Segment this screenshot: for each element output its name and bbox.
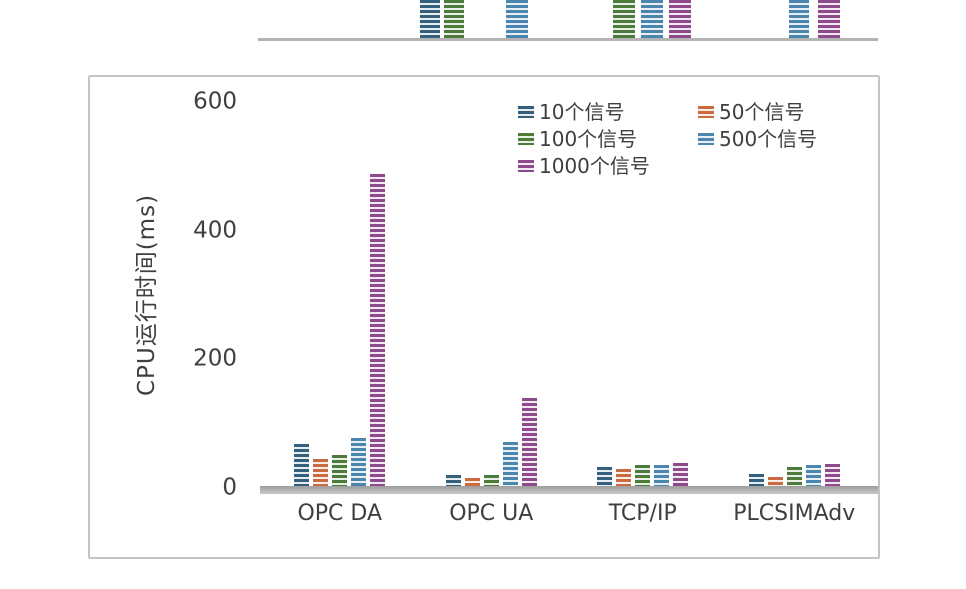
legend-label: 10个信号: [539, 100, 625, 124]
y-tick-label-600: 600: [193, 88, 237, 115]
cropped-bar-fragment-7: [818, 0, 840, 38]
legend-swatch-icon: [698, 106, 714, 118]
cropped-bar-fragment-6: [789, 0, 809, 38]
chart-frame: CPU运行时间(ms) 0 200 400 600 OPC DA OPC UA TCP/I…: [88, 75, 880, 559]
bar-1000个信号-PLCSIMAdv: [824, 464, 840, 488]
x-category-label-PLCSIMAdv: PLCSIMAdv: [733, 501, 856, 526]
y-tick-label-200: 200: [193, 345, 237, 372]
bar-10个信号-TCP/IP: [597, 467, 613, 488]
legend-label: 50个信号: [719, 100, 805, 124]
bar-50个信号-OPC UA: [464, 478, 480, 488]
x-axis-labels: OPC DA OPC UA TCP/IP PLCSIMAdv: [264, 501, 870, 526]
category-slot-OPC UA: [416, 102, 568, 488]
legend-swatch-icon: [698, 133, 714, 145]
bar-100个信号-OPC UA: [483, 475, 499, 488]
category-slot-OPC DA: [264, 102, 416, 488]
plot-area: [264, 102, 870, 488]
x-category-label-OPC UA: OPC UA: [449, 501, 534, 526]
legend-item-50个信号: 50个信号: [698, 99, 848, 125]
category-slot-TCP/IP: [567, 102, 719, 488]
bar-500个信号-OPC DA: [351, 438, 367, 488]
bar-50个信号-TCP/IP: [616, 469, 632, 488]
cropped-bar-fragment-1: [444, 0, 464, 38]
legend-item-100个信号: 100个信号: [518, 126, 668, 152]
legend-label: 1000个信号: [539, 154, 650, 178]
legend-label: 500个信号: [719, 127, 818, 151]
bar-500个信号-OPC UA: [502, 442, 518, 488]
bar-500个信号-PLCSIMAdv: [805, 465, 821, 488]
bar-1000个信号-TCP/IP: [673, 463, 689, 488]
bar-group-OPC DA: [294, 102, 386, 488]
legend-swatch-icon: [518, 133, 534, 145]
legend-item-1000个信号: 1000个信号: [518, 153, 668, 179]
legend: 10个信号 50个信号 100个信号 500个信号 1000个信号: [518, 99, 858, 179]
bar-group-PLCSIMAdv: [748, 102, 840, 488]
cropped-bar-fragment-2: [506, 0, 528, 38]
bar-50个信号-OPC DA: [313, 459, 329, 488]
legend-swatch-icon: [518, 160, 534, 172]
cropped-bar-fragment-0: [420, 0, 440, 38]
x-axis-line: [260, 486, 878, 494]
bar-1000个信号-OPC DA: [370, 174, 386, 488]
y-tick-label-400: 400: [193, 217, 237, 244]
bar-50个信号-PLCSIMAdv: [767, 477, 783, 488]
bar-10个信号-OPC UA: [445, 475, 461, 488]
y-tick-label-0: 0: [222, 474, 237, 501]
legend-swatch-icon: [518, 106, 534, 118]
bar-100个信号-TCP/IP: [635, 465, 651, 488]
bar-10个信号-PLCSIMAdv: [748, 474, 764, 488]
bar-500个信号-TCP/IP: [654, 465, 670, 488]
cropped-bar-fragment-4: [641, 0, 663, 38]
bar-100个信号-OPC DA: [332, 455, 348, 488]
legend-item-500个信号: 500个信号: [698, 126, 848, 152]
bar-100个信号-PLCSIMAdv: [786, 467, 802, 488]
cropped-bar-fragment-5: [669, 0, 691, 38]
bar-group-TCP/IP: [597, 102, 689, 488]
bar-group-OPC UA: [445, 102, 537, 488]
cropped-bar-fragment-3: [613, 0, 635, 38]
x-category-label-TCP/IP: TCP/IP: [608, 501, 677, 526]
cropped-chart-axis-line: [258, 38, 878, 41]
y-axis-ticks: 0 200 400 600: [90, 90, 237, 499]
legend-item-10个信号: 10个信号: [518, 99, 668, 125]
bar-10个信号-OPC DA: [294, 444, 310, 488]
bar-1000个信号-OPC UA: [521, 398, 537, 488]
x-category-label-OPC DA: OPC DA: [297, 501, 383, 526]
category-slot-PLCSIMAdv: [719, 102, 871, 488]
legend-label: 100个信号: [539, 127, 638, 151]
